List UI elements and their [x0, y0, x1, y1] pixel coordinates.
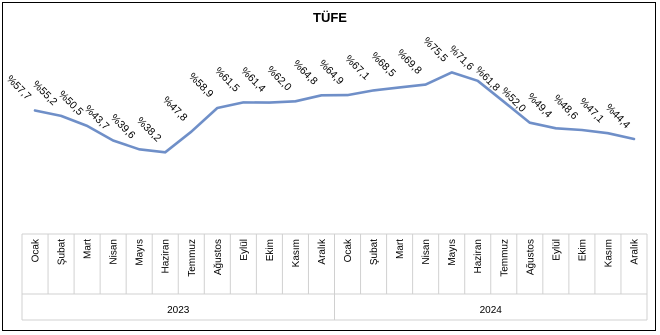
- month-tick-label: Mart: [395, 239, 406, 259]
- data-label: %64,9: [316, 58, 346, 88]
- data-point: [164, 151, 166, 154]
- month-tick-label: Şubat: [57, 239, 68, 265]
- data-label: %38,2: [134, 115, 164, 145]
- month-tick-label: Mayıs: [135, 239, 146, 266]
- data-point: [529, 121, 531, 124]
- data-point: [555, 127, 557, 130]
- data-point: [242, 101, 245, 104]
- data-label: %75,5: [421, 35, 451, 65]
- data-label: %55,2: [30, 78, 60, 108]
- data-point: [138, 148, 140, 151]
- data-point: [398, 86, 401, 89]
- month-tick-label: Ekim: [577, 239, 588, 261]
- data-point: [294, 100, 297, 103]
- month-tick-label: Kasım: [603, 239, 614, 267]
- data-label: %69,8: [394, 47, 424, 77]
- data-label: %61,4: [238, 65, 268, 95]
- data-point: [424, 83, 427, 86]
- data-label: %57,7: [4, 73, 34, 103]
- data-label: %43,7: [82, 103, 112, 133]
- data-label: %48,6: [551, 93, 581, 123]
- data-label: %67,1: [342, 53, 372, 83]
- data-label: %50,5: [56, 88, 86, 118]
- month-tick-label: Ağustos: [213, 239, 224, 275]
- data-label: %64,8: [290, 58, 320, 88]
- data-point: [60, 115, 62, 117]
- data-point: [190, 130, 193, 133]
- data-label: %58,9: [186, 71, 216, 101]
- data-point: [320, 94, 323, 97]
- data-label: %47,8: [160, 94, 190, 124]
- data-point: [346, 94, 349, 96]
- data-point: [581, 129, 583, 131]
- data-label: %49,4: [525, 91, 555, 121]
- data-label: %39,6: [108, 112, 138, 142]
- month-tick-label: Aralık: [317, 238, 328, 265]
- month-tick-label: Ekim: [265, 239, 276, 261]
- month-tick-label: Nisan: [109, 239, 120, 265]
- month-tick-label: Aralık: [629, 238, 640, 265]
- data-label: %61,5: [212, 65, 242, 95]
- year-label: 2023: [167, 305, 190, 316]
- data-label: %71,6: [447, 43, 477, 73]
- data-point: [86, 125, 88, 127]
- month-tick-label: Haziran: [473, 239, 484, 273]
- data-point: [633, 138, 635, 140]
- month-tick-label: Ocak: [31, 238, 42, 262]
- month-tick-label: Ocak: [343, 238, 354, 262]
- month-tick-label: Mart: [83, 239, 94, 259]
- month-tick-label: Ağustos: [525, 239, 536, 275]
- month-tick-label: Haziran: [161, 239, 172, 273]
- data-label: %68,5: [368, 50, 398, 80]
- data-label: %44,4: [603, 102, 633, 132]
- data-point: [607, 132, 609, 134]
- data-point: [112, 139, 114, 142]
- month-tick-label: Şubat: [369, 239, 380, 265]
- data-label: %62,0: [264, 64, 294, 94]
- month-tick-label: Temmuz: [187, 239, 198, 277]
- data-point: [372, 89, 375, 92]
- series-line-layer: [33, 71, 636, 154]
- data-labels: %57,7%55,2%50,5%43,7%39,6%38,2%47,8%58,9…: [4, 35, 633, 145]
- month-tick-label: Nisan: [421, 239, 432, 265]
- data-point: [216, 107, 219, 109]
- data-point: [503, 100, 505, 103]
- data-point: [450, 71, 453, 74]
- month-tick-label: Temmuz: [499, 239, 510, 277]
- chart-title: TÜFE: [313, 10, 347, 25]
- category-axis: Ocak Şubat Mart Nisan Mayıs Haziran Temmuz Ağus…: [21, 233, 648, 321]
- month-tick-label: Kasım: [291, 239, 302, 267]
- month-tick-label: Mayıs: [447, 239, 458, 266]
- year-label: 2024: [480, 305, 503, 316]
- data-label: %47,1: [577, 96, 607, 126]
- month-tick-label: Eylül: [239, 239, 250, 261]
- chart-frame: [2, 2, 656, 331]
- tufe-series-line: [33, 71, 636, 154]
- month-tick-label: Eylül: [551, 239, 562, 261]
- data-point: [268, 101, 271, 104]
- data-point: [34, 109, 36, 112]
- data-point: [476, 80, 479, 82]
